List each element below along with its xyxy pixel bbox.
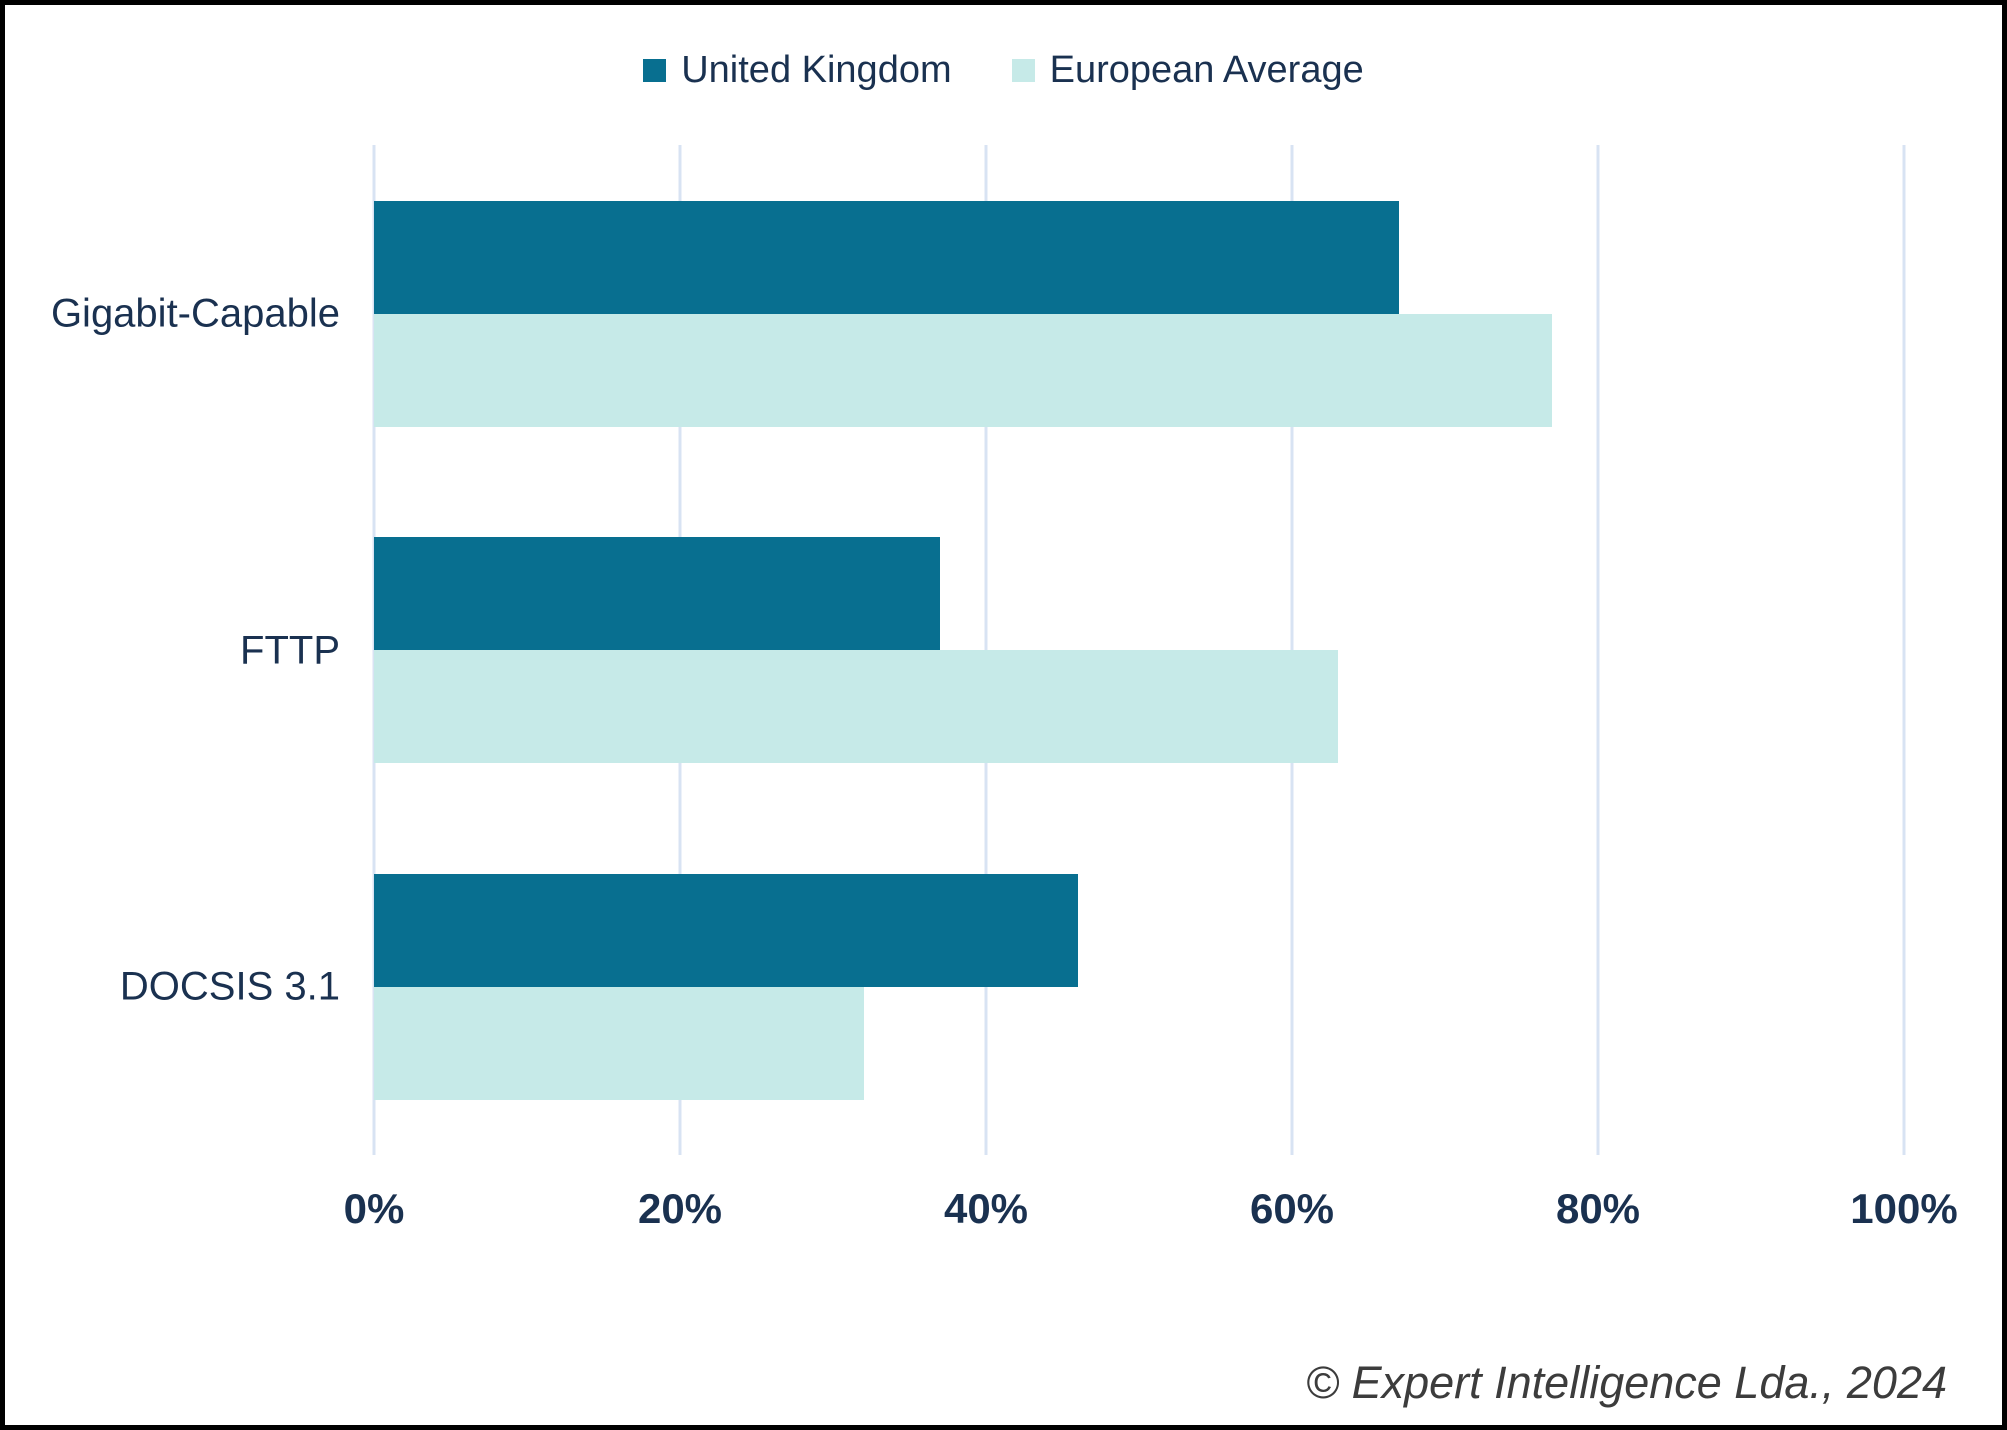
legend-label-european-average: European Average (1049, 49, 1364, 91)
category-label-gigabit-capable: Gigabit-Capable (50, 291, 340, 336)
legend-label-united-kingdom: United Kingdom (681, 49, 952, 91)
bar-united-kingdom-gigabit-capable (374, 201, 1400, 314)
bar-united-kingdom-docsis-3-1 (374, 874, 1078, 987)
legend-item-european-average: European Average (1011, 49, 1364, 92)
legend-swatch-united-kingdom (643, 59, 667, 82)
category-label-docsis-3-1: DOCSIS 3.1 (119, 964, 340, 1009)
legend-item-united-kingdom: United Kingdom (643, 49, 952, 92)
x-tick-0: 0% (343, 1185, 405, 1232)
gridline-80 (1596, 145, 1600, 1155)
plot-area (372, 145, 1906, 1155)
gridline-100 (1902, 145, 1906, 1155)
legend-swatch-european-average (1011, 59, 1035, 82)
x-tick-60: 60% (1249, 1185, 1335, 1232)
attribution: © Expert Intelligence Lda., 2024 (1305, 1357, 1947, 1408)
bar-european-average-gigabit-capable (374, 314, 1553, 427)
x-tick-100: 100% (1850, 1185, 1958, 1232)
bar-united-kingdom-fttp (374, 537, 941, 650)
legend: United Kingdom European Average (5, 49, 2002, 92)
x-tick-40: 40% (943, 1185, 1029, 1232)
x-tick-80: 80% (1555, 1185, 1641, 1232)
category-label-fttp: FTTP (240, 628, 340, 673)
x-tick-20: 20% (637, 1185, 723, 1232)
bar-european-average-fttp (374, 650, 1338, 763)
x-axis: 0% 20% 40% 60% 80% 100% (344, 1185, 1958, 1235)
bar-european-average-docsis-3-1 (374, 987, 864, 1100)
